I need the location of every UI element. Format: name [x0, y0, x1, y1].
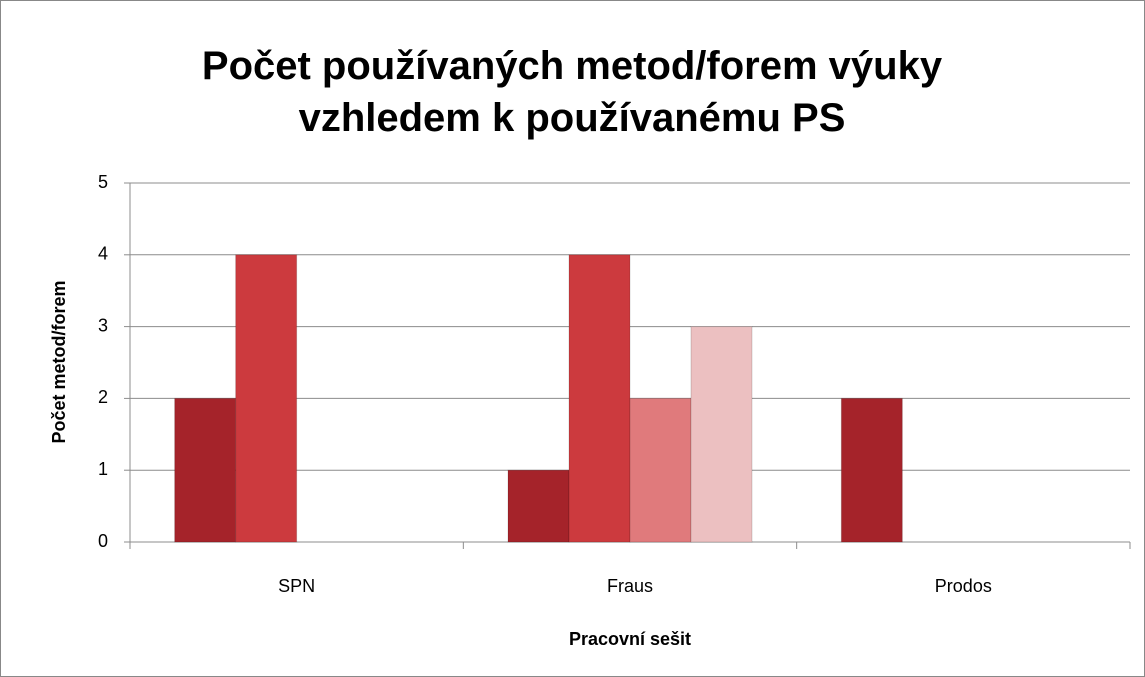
y-tick-label: 0	[98, 531, 108, 551]
bar	[629, 397, 692, 543]
chart-title: Počet používaných metod/forem výuky vzhl…	[201, 44, 943, 140]
bar	[568, 254, 631, 543]
y-axis-label: Počet metod/forem	[49, 280, 69, 443]
bar	[840, 397, 903, 543]
y-tick-label: 5	[98, 172, 108, 192]
y-tick-label: 2	[98, 387, 108, 407]
bar	[507, 469, 570, 543]
x-tick-label: SPN	[278, 576, 315, 596]
y-tick-label: 4	[98, 244, 108, 264]
y-tick-label: 1	[98, 459, 108, 479]
bar	[235, 254, 298, 543]
bar	[690, 326, 753, 543]
x-tick-label: Fraus	[607, 576, 653, 596]
x-tick-label: Prodos	[935, 576, 992, 596]
x-axis-label: Pracovní sešit	[569, 629, 691, 649]
bar	[174, 397, 237, 543]
y-tick-label: 3	[98, 315, 108, 335]
